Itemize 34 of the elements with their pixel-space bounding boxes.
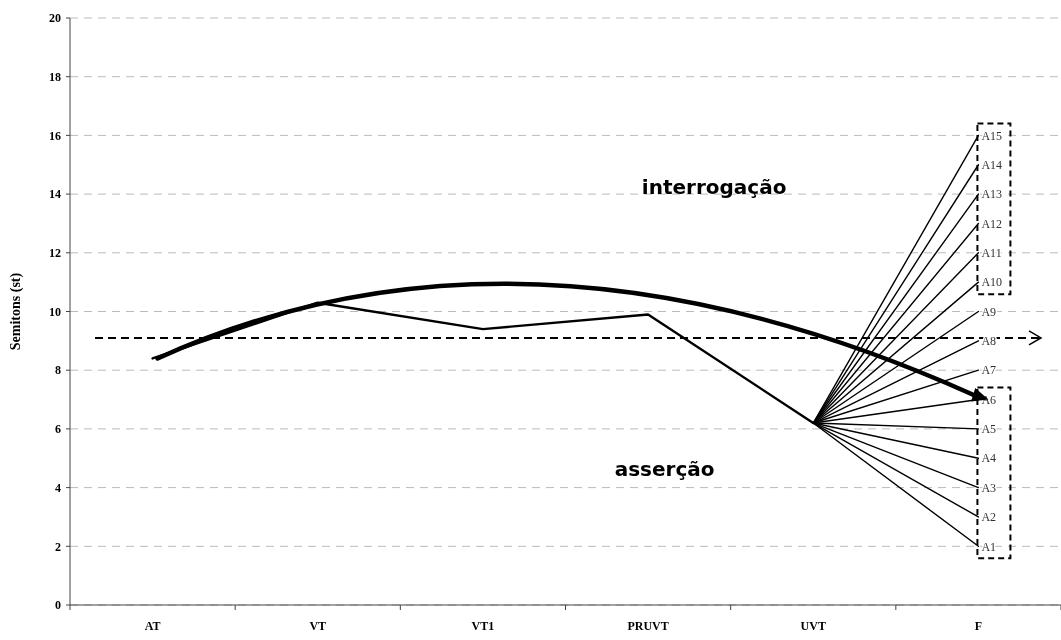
annotation: interrogação xyxy=(641,175,787,200)
x-tick-label: AT xyxy=(144,619,161,633)
y-tick-label: 18 xyxy=(49,69,61,84)
series-label: A15 xyxy=(981,128,1003,143)
y-tick-label: 10 xyxy=(49,304,61,319)
series-label: A12 xyxy=(981,216,1003,231)
series-label: A1 xyxy=(981,539,997,554)
x-tick-label: UVT xyxy=(800,619,826,633)
y-tick-label: 4 xyxy=(55,480,61,495)
y-axis-title: Semitons (st) xyxy=(8,272,24,351)
series-label: A7 xyxy=(981,363,997,378)
y-tick-label: 6 xyxy=(55,422,61,437)
y-tick-label: 12 xyxy=(49,246,61,260)
annotation: asserção xyxy=(614,456,715,481)
series-label: A14 xyxy=(981,157,1003,172)
series-label: A11 xyxy=(981,246,1002,260)
series-label: A4 xyxy=(981,451,997,466)
x-tick-label: F xyxy=(974,619,983,633)
y-tick-label: 20 xyxy=(49,11,61,26)
series-label: A10 xyxy=(981,275,1003,290)
series-label: A6 xyxy=(981,392,997,407)
series-label: A5 xyxy=(981,422,997,437)
series-label: A3 xyxy=(981,480,997,495)
y-tick-label: 16 xyxy=(49,128,61,143)
y-tick-label: 0 xyxy=(55,598,61,613)
series-label: A9 xyxy=(981,304,997,319)
x-tick-label: PRUVT xyxy=(627,619,669,633)
x-tick-label: VT xyxy=(309,619,327,633)
y-tick-label: 8 xyxy=(55,363,61,378)
series-label: A2 xyxy=(981,510,997,525)
x-tick-label: VT1 xyxy=(471,619,495,633)
y-tick-label: 14 xyxy=(49,187,61,202)
series-label: A13 xyxy=(981,187,1003,202)
y-tick-label: 2 xyxy=(55,539,61,554)
